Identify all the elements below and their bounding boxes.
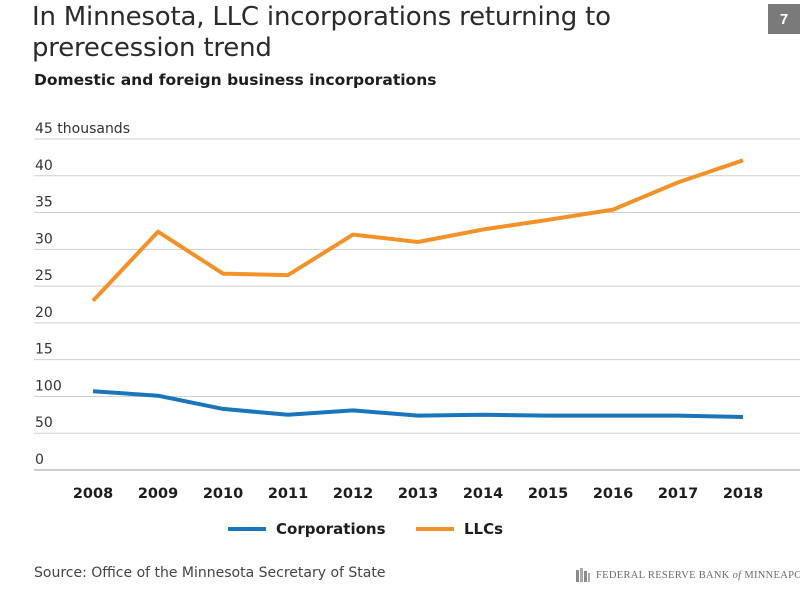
x-tick-label: 2008	[73, 486, 113, 502]
x-tick-label: 2012	[333, 486, 373, 502]
legend-swatch-llcs	[416, 527, 454, 531]
x-tick-label: 2013	[398, 486, 438, 502]
chart-gridlines	[34, 138, 800, 471]
y-axis-tick-labels: 0 50 100 15 20 25 30 35 40 45 thousands	[35, 121, 130, 468]
y-tick-label: 50	[35, 415, 53, 431]
x-tick-label: 2015	[528, 486, 568, 502]
x-tick-label: 2014	[463, 486, 503, 502]
x-tick-label: 2016	[593, 486, 633, 502]
bank-building-icon	[576, 568, 590, 582]
legend-item-llcs: LLCs	[416, 520, 503, 538]
series-line-corporations	[92, 389, 744, 419]
legend-swatch-corporations	[228, 527, 266, 531]
y-tick-label: 35	[35, 195, 53, 211]
fed-minneapolis-logo: FEDERAL RESERVE BANK of MINNEAPOLIS	[575, 566, 800, 584]
logo-text: FEDERAL RESERVE BANK of MINNEAPOLIS	[596, 569, 800, 581]
x-tick-label: 2018	[723, 486, 763, 502]
legend-label-corporations: Corporations	[276, 520, 386, 538]
source-note: Source: Office of the Minnesota Secretar…	[34, 565, 386, 581]
page-title: In Minnesota, LLC incorporations returni…	[32, 2, 611, 63]
x-tick-label: 2011	[268, 486, 308, 502]
y-tick-label: 30	[35, 231, 53, 247]
slide-number-badge: 7	[768, 4, 800, 34]
y-tick-label: 20	[35, 305, 53, 321]
chart-series-lines	[91, 158, 744, 419]
y-tick-label: 25	[35, 268, 53, 284]
x-axis-tick-labels: 2008 2009 2010 2011 2012 2013 2014 2015 2016 2017…	[73, 486, 763, 502]
x-tick-label: 2009	[138, 486, 178, 502]
chart-subtitle: Domestic and foreign business incorporat…	[34, 71, 437, 89]
chart-legend: Corporations LLCs	[0, 520, 800, 546]
y-tick-label: 0	[35, 452, 44, 468]
legend-label-llcs: LLCs	[464, 520, 504, 538]
legend-item-corporations: Corporations	[228, 520, 386, 538]
y-tick-label: 15	[35, 342, 53, 358]
series-line-llcs	[91, 158, 744, 303]
x-tick-label: 2010	[203, 486, 243, 502]
y-tick-label: 40	[35, 158, 53, 174]
x-tick-label: 2017	[658, 486, 698, 502]
y-tick-label: 100	[35, 378, 62, 394]
y-tick-label: 45 thousands	[35, 121, 130, 137]
